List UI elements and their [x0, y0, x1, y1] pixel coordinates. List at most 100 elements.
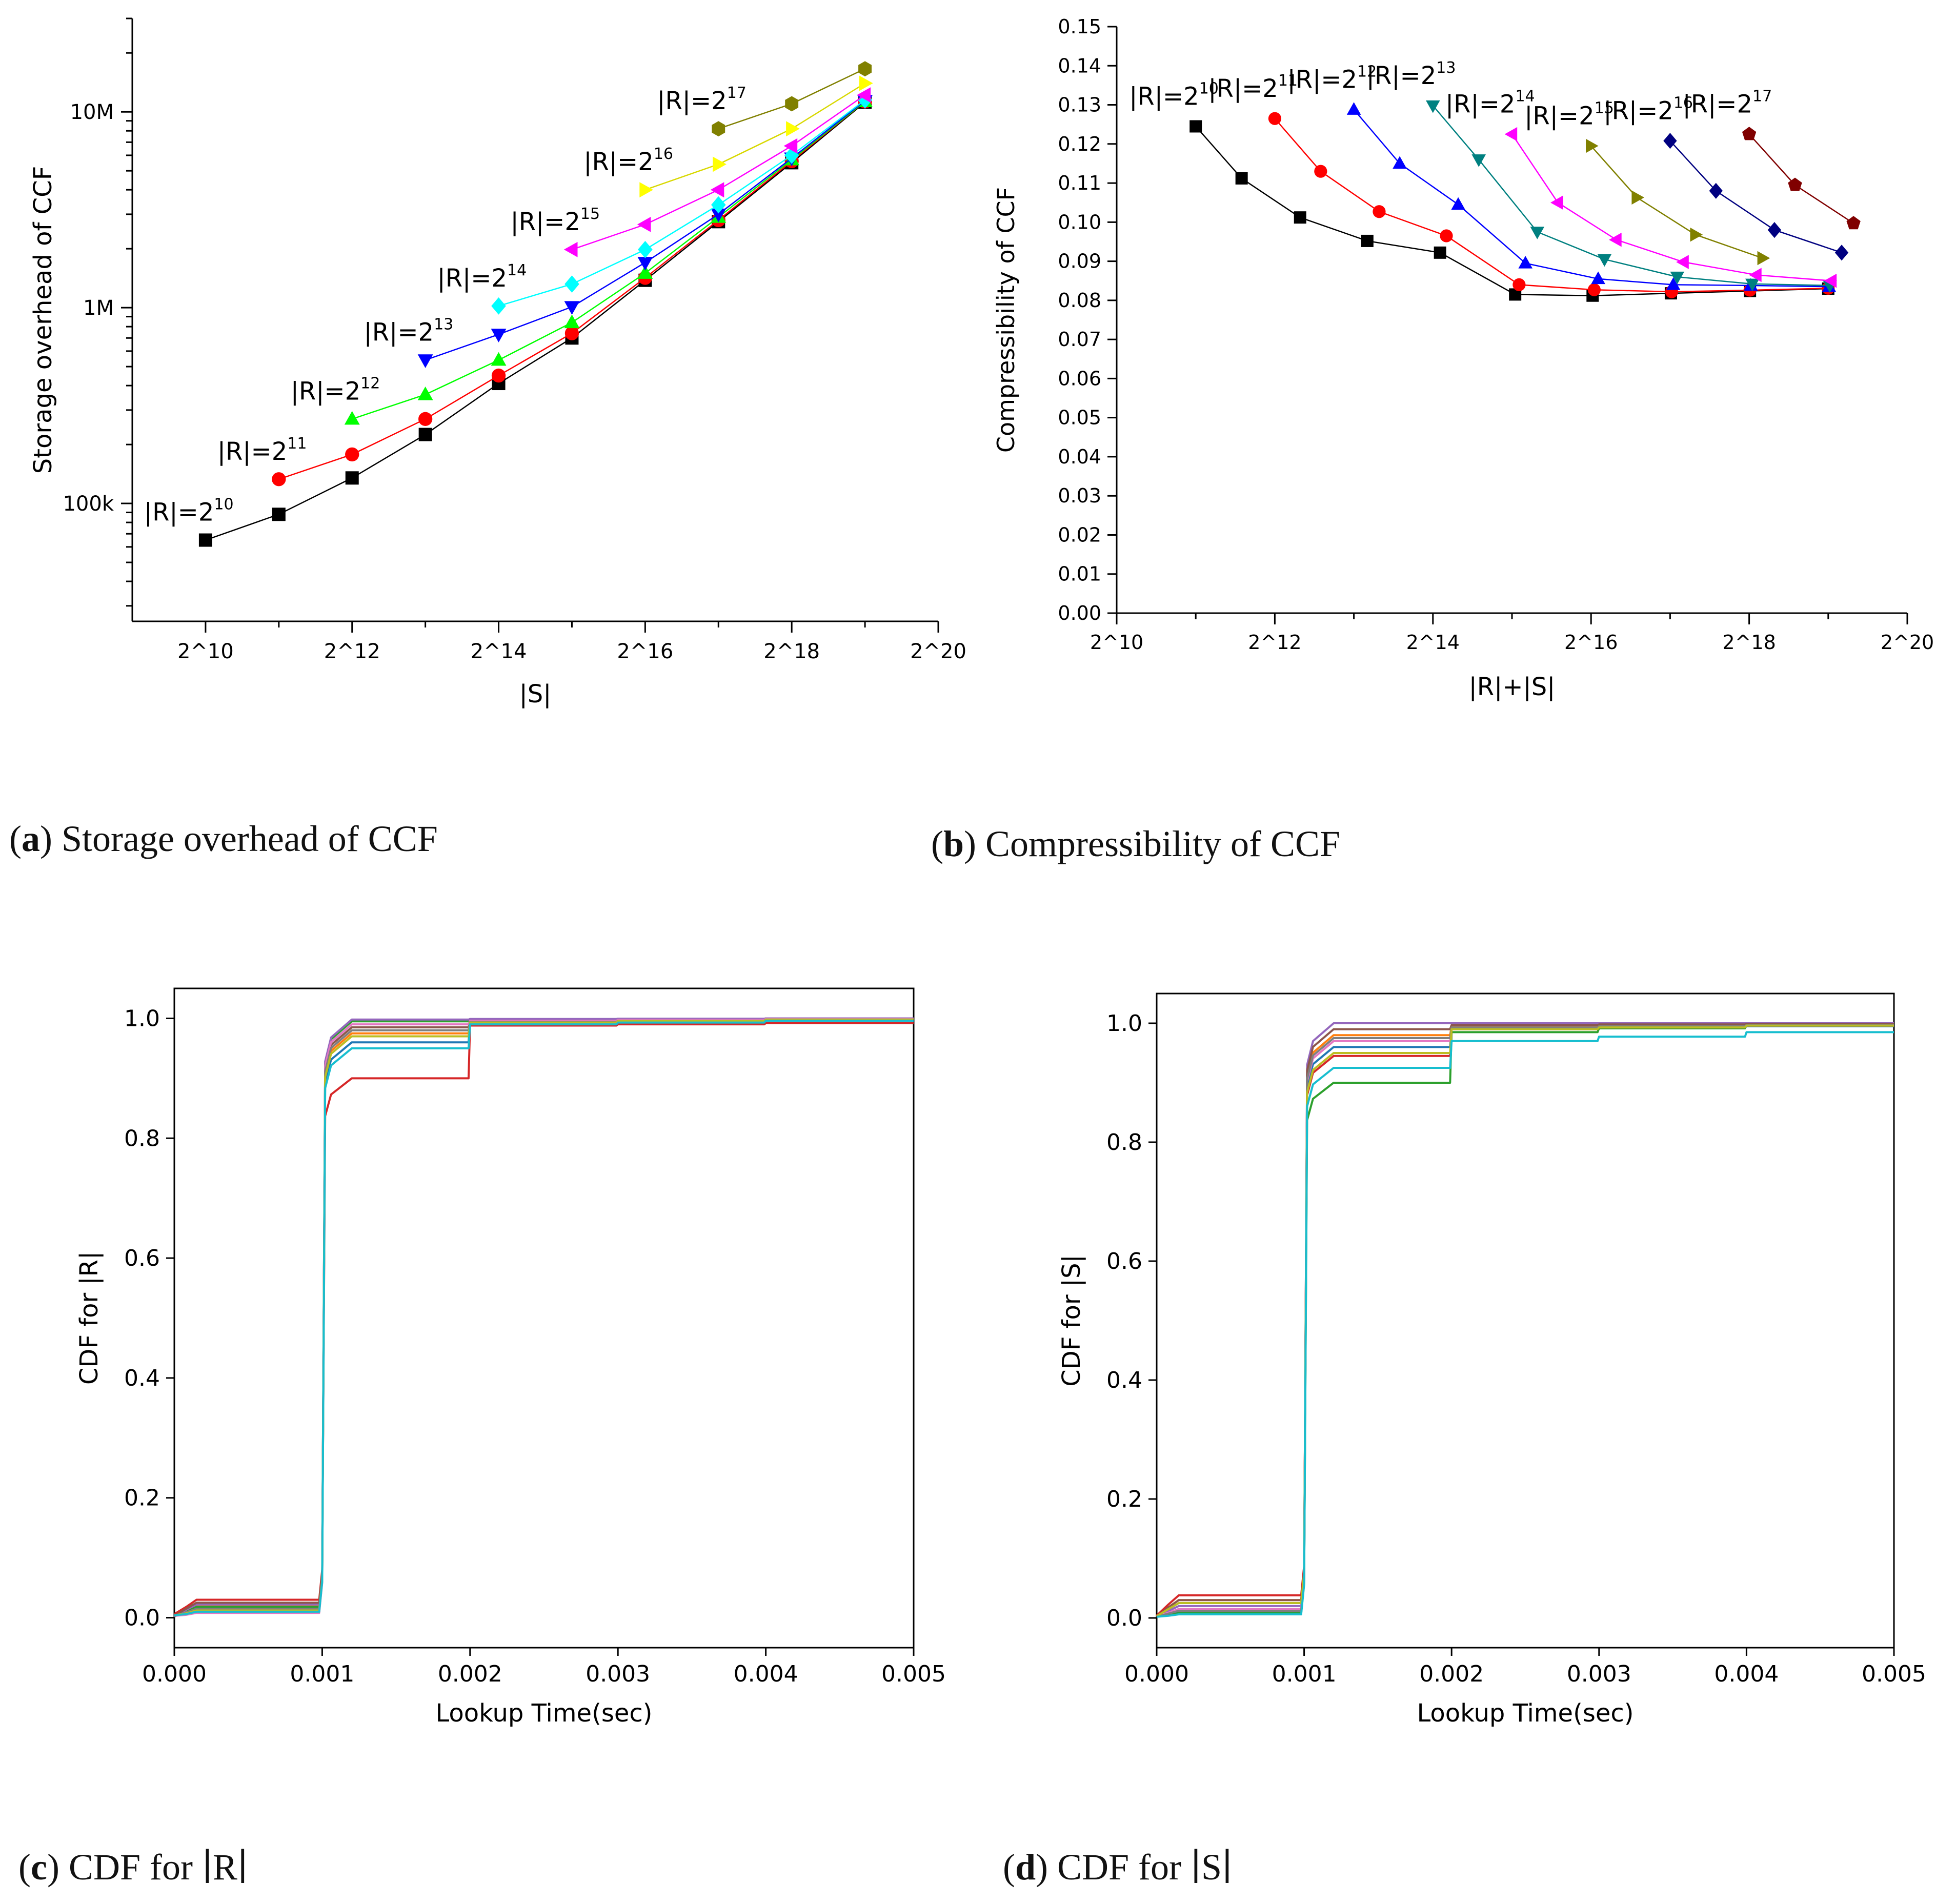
series-label: |R|=211	[1208, 72, 1298, 103]
y-axis-label: CDF for |R|	[75, 1251, 104, 1385]
series-label: |R|=211	[217, 435, 307, 466]
y-tick-label: 0.15	[1058, 15, 1101, 38]
data-point	[710, 182, 724, 198]
data-point	[711, 208, 727, 222]
data-point	[1767, 222, 1782, 238]
x-tick-label: 0.002	[438, 1661, 502, 1687]
data-point	[1530, 227, 1545, 239]
y-tick-label: 0.0	[124, 1605, 160, 1631]
series-label: |R|=214	[437, 261, 527, 293]
data-point	[1676, 255, 1689, 269]
data-point	[417, 354, 433, 368]
y-tick-label: 0.4	[1106, 1367, 1142, 1393]
series-8: |R|=217	[1683, 88, 1861, 230]
series-6: |R|=215	[510, 87, 871, 257]
plot-frame	[173, 987, 915, 1649]
x-tick-label: 0.001	[1272, 1661, 1337, 1687]
data-point	[1504, 127, 1518, 141]
series-8: |R|=217	[657, 61, 872, 137]
x-tick-label: 0.003	[586, 1661, 650, 1687]
x-tick-label: 0.004	[1714, 1661, 1779, 1687]
data-point	[1189, 120, 1202, 133]
series-label: |R|=212	[1287, 63, 1377, 94]
series-label: |R|=213	[1366, 59, 1456, 90]
cdf-series-4	[173, 1022, 914, 1615]
x-tick-label: 0.005	[1862, 1661, 1926, 1687]
series-line	[1353, 109, 1829, 288]
data-point	[1757, 251, 1770, 266]
data-point	[1512, 278, 1526, 291]
panel-d-cdf-s: 0.000 0.001 0.002 0.003 0.004 0.005 0.0 0.2 0.4 0…	[1057, 992, 1926, 1728]
data-point	[712, 121, 725, 137]
x-tick-label: 0.001	[290, 1661, 354, 1687]
data-point	[1690, 227, 1703, 242]
y-tick-label: 0.6	[124, 1245, 160, 1271]
y-tick-label: 0.6	[1106, 1248, 1142, 1274]
y-tick-label: 0.10	[1058, 211, 1101, 233]
series-2: |R|=211	[217, 94, 872, 487]
series-label: |R|=216	[583, 145, 673, 176]
data-point	[1518, 256, 1532, 269]
data-point	[859, 75, 873, 91]
y-tick-label: 0.8	[1106, 1129, 1142, 1156]
series-line	[644, 83, 865, 191]
data-point	[564, 326, 579, 340]
cdf-series-8	[1156, 1024, 1894, 1618]
series-line	[1511, 134, 1832, 281]
data-point	[1834, 245, 1849, 261]
y-tick-label: 0.03	[1058, 484, 1101, 507]
series-label: |R|=216	[1603, 94, 1693, 126]
data-point	[1591, 271, 1605, 285]
data-point	[1670, 271, 1685, 285]
caption-b: (b) Compressibility of CCF	[931, 823, 1340, 864]
panel-c-cdf-r: 0.000 0.001 0.002 0.003 0.004 0.005 0.0 0.2 0.4 0…	[75, 987, 946, 1728]
data-point	[711, 196, 726, 214]
y-tick-label: 0.11	[1058, 172, 1101, 194]
series-3: |R|=212	[1287, 63, 1837, 292]
data-point	[1235, 172, 1248, 185]
y-tick-label: 1.0	[124, 1005, 160, 1031]
data-point	[1846, 216, 1861, 230]
series-7: |R|=216	[583, 75, 873, 198]
data-point	[1586, 138, 1599, 153]
y-tick-label: 0.13	[1058, 94, 1101, 116]
series-5: |R|=214	[1445, 88, 1837, 288]
cdf-series-5	[174, 1017, 914, 1617]
data-point	[1745, 278, 1760, 292]
cdf-series-10	[174, 1020, 914, 1616]
series-3: |R|=212	[291, 93, 873, 425]
y-axis-label: Compressibility of CCF	[992, 187, 1020, 453]
x-tick-label: 2^18	[1722, 631, 1776, 654]
series-line	[1590, 145, 1763, 259]
data-point	[417, 387, 433, 400]
data-point	[784, 147, 799, 164]
y-tick-label: 0.12	[1058, 133, 1101, 155]
series-4: |R|=213	[1366, 59, 1837, 293]
plot-frame	[1156, 992, 1895, 1649]
data-point	[1587, 283, 1601, 296]
data-point	[785, 96, 799, 112]
data-point	[345, 471, 359, 485]
y-tick-label: 0.14	[1058, 54, 1101, 77]
series-2: |R|=211	[1208, 72, 1835, 298]
x-tick-label: 2^12	[324, 640, 380, 663]
data-point	[1393, 156, 1407, 169]
y-tick-label: 0.2	[1106, 1486, 1142, 1512]
x-tick-label: 0.002	[1419, 1661, 1484, 1687]
data-point	[783, 138, 798, 154]
data-point	[637, 265, 653, 279]
y-tick-label: 0.04	[1058, 445, 1101, 468]
x-tick-label: 2^10	[177, 640, 234, 663]
x-tick-label: 0.000	[142, 1661, 207, 1687]
data-point	[344, 411, 360, 425]
data-point	[563, 241, 578, 257]
y-tick-label: 0.05	[1058, 407, 1101, 429]
x-tick-label: 2^20	[910, 640, 966, 663]
series-line	[1669, 140, 1842, 254]
series-label: |R|=210	[144, 496, 234, 527]
x-axis-label: Lookup Time(sec)	[1417, 1699, 1634, 1728]
data-point	[1471, 154, 1486, 167]
x-axis-label: Lookup Time(sec)	[436, 1699, 653, 1728]
x-axis-label: |R|+|S|	[1469, 673, 1556, 701]
data-point	[858, 61, 872, 77]
